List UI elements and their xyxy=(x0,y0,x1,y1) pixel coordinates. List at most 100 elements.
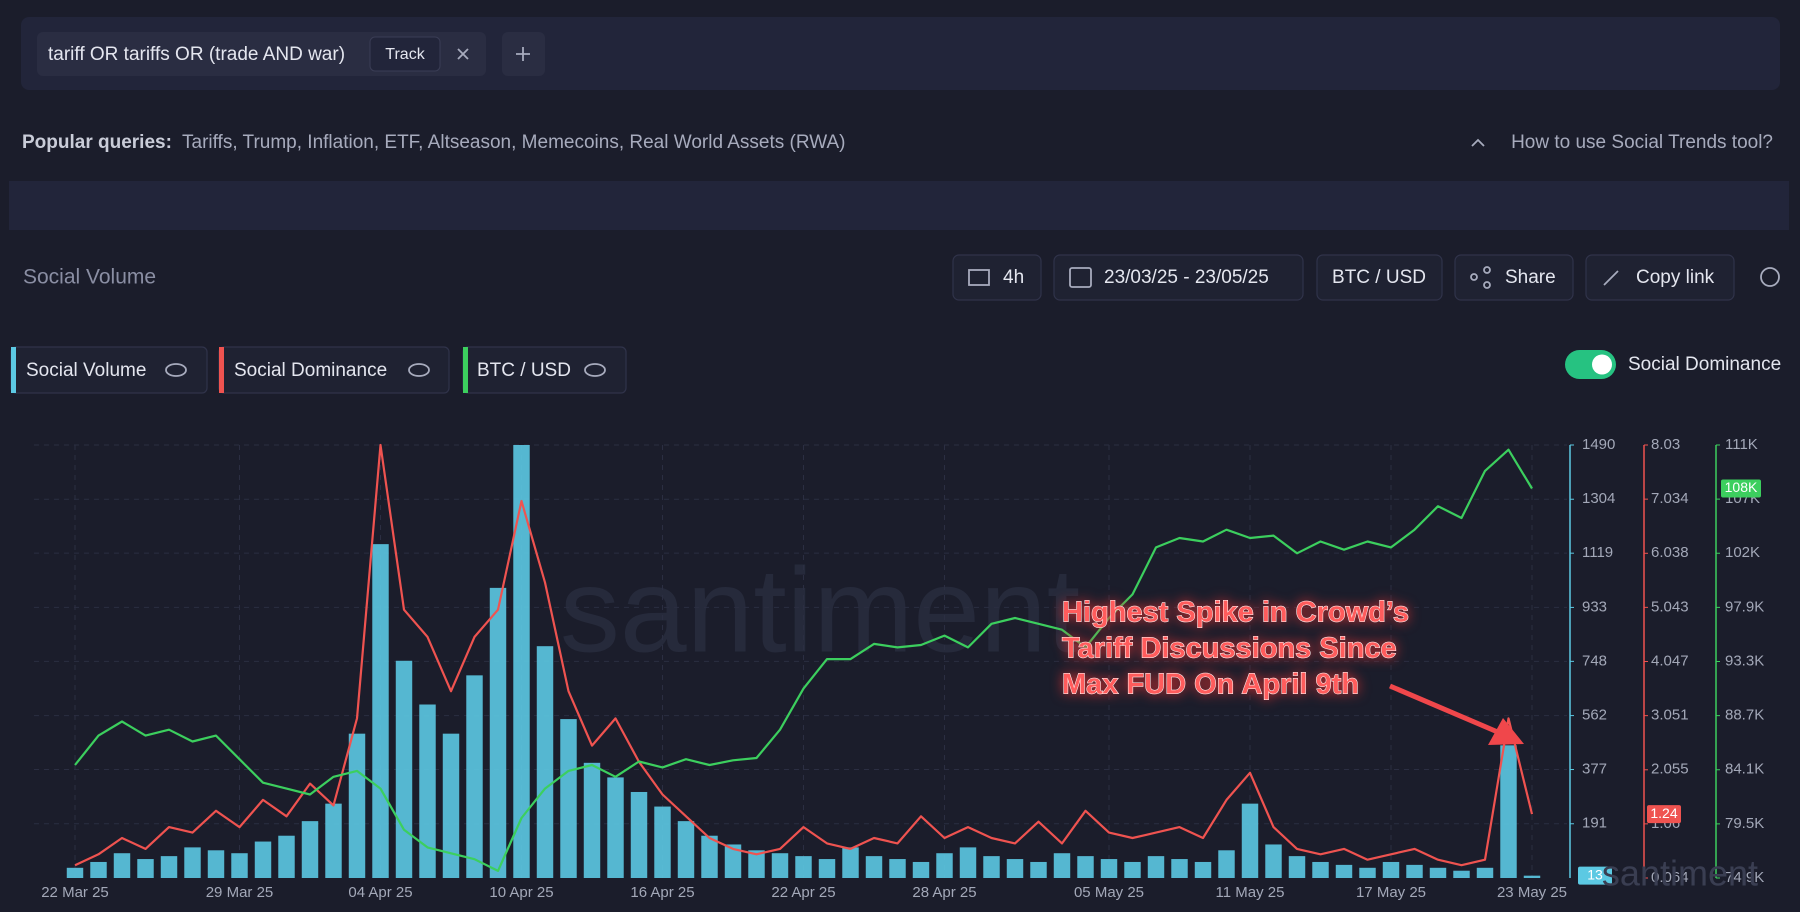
placeholder-band xyxy=(9,181,1789,230)
annotation-text: Tariff Discussions Since xyxy=(1062,633,1397,665)
bar xyxy=(160,856,178,878)
y-tick-label: 93.3K xyxy=(1725,652,1764,669)
annotation-arrow xyxy=(1389,683,1501,736)
share-label: Share xyxy=(1505,267,1556,288)
x-tick-label: 22 Mar 25 xyxy=(41,884,109,901)
bar xyxy=(1523,875,1541,878)
watermark: santiment xyxy=(1602,853,1758,894)
y-tick-label: 6.038 xyxy=(1651,544,1689,561)
bar xyxy=(513,445,530,878)
bar xyxy=(1312,861,1329,878)
bar xyxy=(865,856,883,878)
bar xyxy=(1241,803,1259,878)
bar xyxy=(677,821,695,878)
bar xyxy=(1053,853,1071,878)
x-tick-label: 04 Apr 25 xyxy=(348,884,412,901)
line xyxy=(74,448,1533,872)
bar xyxy=(1100,859,1118,878)
bar xyxy=(137,859,154,878)
y-tick-label: 0.064 xyxy=(1651,869,1689,886)
bar xyxy=(1124,861,1141,878)
bar xyxy=(724,844,742,878)
bar xyxy=(90,861,107,878)
help-link[interactable]: How to use Social Trends tool? xyxy=(1511,132,1773,153)
bar xyxy=(184,847,201,878)
bar xyxy=(348,733,366,878)
watermark: santiment xyxy=(560,544,1080,678)
y-tick-label: 79.5K xyxy=(1725,815,1764,832)
bar xyxy=(936,853,953,878)
popular-items[interactable]: Tariffs, Trump, Inflation, ETF, Altseaso… xyxy=(182,132,845,153)
range-label: 23/03/25 - 23/05/25 xyxy=(1104,267,1269,288)
bar xyxy=(254,841,272,878)
current-value-badge xyxy=(1647,805,1681,824)
y-tick-label: 2.055 xyxy=(1651,761,1689,778)
eye-icon[interactable] xyxy=(408,363,430,377)
bar xyxy=(1359,867,1376,878)
bar xyxy=(795,856,812,878)
settings-icon[interactable] xyxy=(1760,267,1780,287)
legend-label: Social Volume xyxy=(26,360,146,381)
bar xyxy=(1288,856,1306,878)
toggle-knob xyxy=(1592,354,1612,375)
bar xyxy=(301,821,319,878)
line xyxy=(74,443,1534,867)
interval-label: 4h xyxy=(1003,267,1024,288)
bar xyxy=(630,791,648,878)
y-tick-label: 1119 xyxy=(1582,544,1613,561)
link-icon xyxy=(1603,270,1619,286)
share-icon xyxy=(1470,266,1491,289)
track-button[interactable] xyxy=(369,36,441,72)
bar xyxy=(325,803,342,878)
bar xyxy=(1453,870,1470,878)
y-tick-label: 933 xyxy=(1582,598,1607,615)
bar xyxy=(1429,867,1447,878)
chart: 22 Mar 25 29 Mar 25 04 Apr 25 10 Apr 25 16 A… xyxy=(34,436,1764,901)
bar xyxy=(983,856,1000,878)
pair-button[interactable] xyxy=(1316,254,1443,301)
bar xyxy=(1171,859,1188,878)
y-tick-label: 748 xyxy=(1582,652,1607,669)
annotation: Highest Spike in Crowd’s Tariff Discussio… xyxy=(1062,596,1524,745)
bar xyxy=(372,544,389,878)
chevron-icon xyxy=(1471,138,1485,147)
remove-icon[interactable] xyxy=(457,48,469,60)
copy-link-button[interactable] xyxy=(1585,254,1735,301)
bar xyxy=(419,704,436,878)
eye-icon[interactable] xyxy=(584,363,606,377)
x-tick-label: 17 May 25 xyxy=(1356,884,1426,901)
range-button[interactable] xyxy=(1053,254,1304,301)
bar xyxy=(771,853,789,878)
x-tick-label: 22 Apr 25 xyxy=(771,884,835,901)
bar xyxy=(489,587,507,878)
toggle-label: Social Dominance xyxy=(1628,354,1781,375)
y-tick-label: 1304 xyxy=(1582,490,1615,507)
y-tick-label: 88.7K xyxy=(1725,707,1764,724)
annotation-text: Highest Spike in Crowd’s xyxy=(1062,597,1409,629)
bar xyxy=(701,835,718,878)
y-tick-label: 191 xyxy=(1582,815,1607,832)
share-button[interactable] xyxy=(1454,254,1574,301)
bar xyxy=(442,733,460,878)
bar xyxy=(231,853,248,878)
legend-label: Social Dominance xyxy=(234,360,387,381)
bar xyxy=(818,859,836,878)
x-tick-label: 05 May 25 xyxy=(1074,884,1144,901)
current-value-badge xyxy=(1578,866,1612,885)
bar xyxy=(1476,867,1494,878)
y-tick-label: 97.9K xyxy=(1725,598,1764,615)
eye-icon[interactable] xyxy=(165,363,187,377)
interval-button[interactable] xyxy=(952,254,1042,301)
y-tick-label: 84.1K xyxy=(1725,761,1764,778)
bar xyxy=(654,806,671,878)
bar xyxy=(583,762,601,878)
y-tick-label: 5.043 xyxy=(1651,598,1689,615)
annotation-text: Max FUD On April 9th xyxy=(1062,669,1359,701)
y-tick-label: 102K xyxy=(1725,544,1760,561)
legend-label: BTC / USD xyxy=(477,360,571,381)
annotation-arrowhead xyxy=(1488,718,1524,745)
bar xyxy=(1406,864,1423,878)
panel-title: Social Volume xyxy=(23,266,156,289)
x-tick-label: 10 Apr 25 xyxy=(489,884,553,901)
